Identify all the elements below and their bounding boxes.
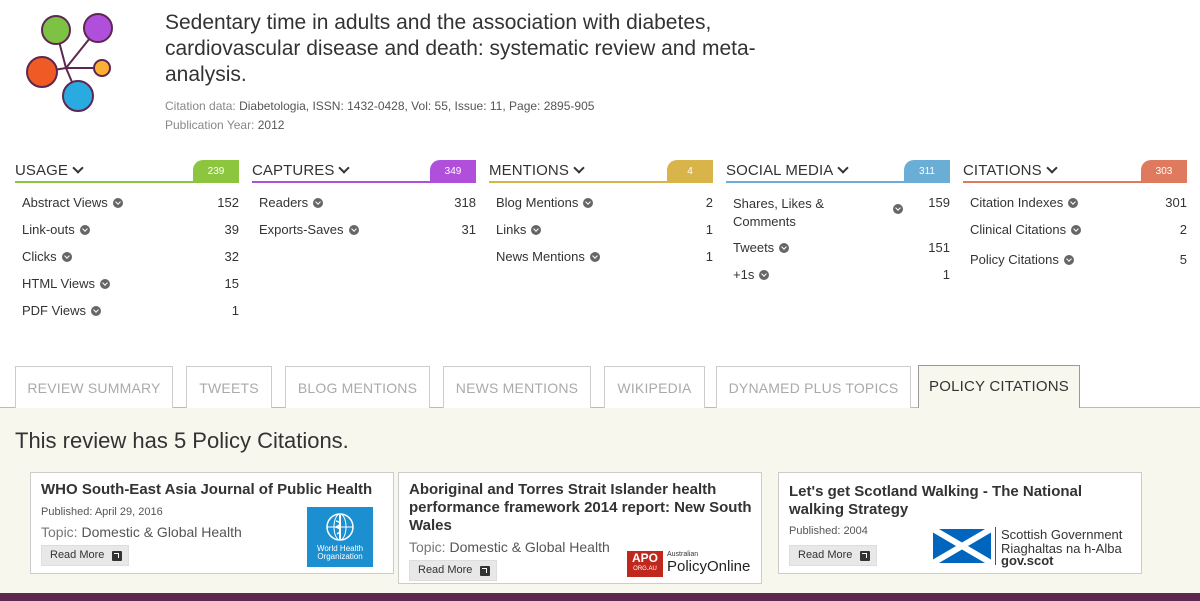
article-title: Sedentary time in adults and the associa… — [165, 11, 756, 86]
metric-row: HTML Views 15 — [22, 276, 239, 291]
info-icon[interactable] — [348, 225, 359, 235]
metric-column-social-media: SOCIAL MEDIA 311 Shares, Likes & Comment… — [726, 160, 950, 290]
metric-name: SOCIAL MEDIA — [726, 162, 834, 179]
policy-citations-panel: This review has 5 Policy Citations. WHO … — [0, 408, 1200, 593]
info-icon[interactable] — [1071, 225, 1082, 235]
policy-title[interactable]: Aboriginal and Torres Strait Islander he… — [409, 481, 752, 534]
metric-row: News Mentions 1 — [496, 249, 713, 264]
policy-topic: Topic: Domestic & Global Health — [409, 539, 610, 555]
metrics-summary: USAGE 239 Abstract Views 152 Link-outs 39 … — [15, 160, 1187, 320]
info-icon[interactable] — [1063, 255, 1074, 265]
metric-row: Blog Mentions 2 — [496, 195, 713, 210]
metric-total-badge: 4 — [667, 160, 713, 183]
metric-column-mentions: MENTIONS 4 Blog Mentions 2 Links 1 News Me… — [489, 160, 713, 272]
metric-name: CITATIONS — [963, 162, 1042, 179]
external-link-icon — [480, 566, 491, 576]
tab-wikipedia[interactable]: WIKIPEDIA — [604, 366, 705, 408]
metric-row: Policy Citations 5 — [970, 252, 1187, 267]
metric-name: USAGE — [15, 162, 69, 179]
policy-topic: Topic: Domestic & Global Health — [41, 524, 242, 540]
metric-total-badge: 239 — [193, 160, 239, 183]
metric-total-badge: 311 — [904, 160, 950, 183]
metric-name: MENTIONS — [489, 162, 569, 179]
saltire-flag-icon — [933, 529, 991, 563]
metric-row: PDF Views 1 — [22, 303, 239, 318]
info-icon[interactable] — [61, 252, 72, 262]
published-date: Published: April 29, 2016 — [41, 506, 163, 518]
published-date: Published: 2004 — [789, 525, 868, 537]
info-icon[interactable] — [779, 243, 790, 253]
info-icon[interactable] — [759, 270, 770, 280]
metric-row: Citation Indexes 301 — [970, 195, 1187, 210]
info-icon[interactable] — [91, 306, 102, 316]
chevron-down-icon — [338, 162, 351, 174]
apo-logo: APO ORG.AU Australian PolicyOnline — [627, 551, 755, 579]
who-emblem-icon — [326, 513, 354, 541]
tab-blog-mentions[interactable]: BLOG MENTIONS — [285, 366, 430, 408]
info-icon[interactable] — [893, 204, 903, 214]
who-logo: World Health Organization — [307, 507, 373, 567]
plumx-logo — [26, 13, 113, 112]
panel-heading: This review has 5 Policy Citations. — [15, 428, 349, 453]
metric-column-usage: USAGE 239 Abstract Views 152 Link-outs 39 … — [15, 160, 239, 326]
chevron-down-icon — [1046, 162, 1058, 174]
tab-review-summary[interactable]: REVIEW SUMMARY — [15, 366, 173, 408]
info-icon[interactable] — [1068, 198, 1079, 208]
info-icon[interactable] — [531, 225, 542, 235]
metric-total-badge: 349 — [430, 160, 476, 183]
chevron-down-icon — [573, 162, 585, 174]
chevron-down-icon — [837, 162, 850, 174]
metric-row: Tweets 151 — [733, 240, 950, 255]
read-more-button[interactable]: Read More — [41, 545, 130, 566]
info-icon[interactable] — [313, 198, 324, 208]
publication-year: Publication Year: 2012 — [165, 118, 285, 132]
tab-tweets[interactable]: TWEETS — [186, 366, 272, 408]
metric-header-usage[interactable]: USAGE 239 — [15, 160, 239, 183]
metric-row: Shares, Likes & Comments 159 — [733, 195, 950, 229]
metric-header-citations[interactable]: CITATIONS 303 — [963, 160, 1187, 183]
info-icon[interactable] — [583, 198, 594, 208]
metric-column-captures: CAPTURES 349 Readers 318 Exports-Saves 31 — [252, 160, 476, 245]
metric-header-social-media[interactable]: SOCIAL MEDIA 311 — [726, 160, 950, 183]
footer-bar — [0, 593, 1200, 601]
policy-title[interactable]: WHO South-East Asia Journal of Public He… — [41, 481, 373, 498]
scottish-government-logo: Scottish Government Riaghaltas na h-Alba… — [933, 525, 1133, 568]
policy-card: Aboriginal and Torres Strait Islander he… — [398, 472, 762, 584]
metric-row: Readers 318 — [259, 195, 476, 210]
policy-card: Let's get Scotland Walking - The Nationa… — [778, 472, 1142, 574]
metric-column-citations: CITATIONS 303 Citation Indexes 301 Clinic… — [963, 160, 1187, 275]
info-icon[interactable] — [589, 252, 600, 262]
detail-tabs: REVIEW SUMMARY TWEETS BLOG MENTIONS NEWS… — [0, 365, 1200, 409]
chevron-down-icon — [72, 162, 84, 174]
policy-title[interactable]: Let's get Scotland Walking - The Nationa… — [789, 483, 1083, 518]
external-link-icon — [112, 551, 123, 561]
info-icon[interactable] — [99, 279, 110, 289]
info-icon[interactable] — [79, 225, 90, 235]
metric-row: Clinical Citations 2 — [970, 222, 1187, 237]
read-more-button[interactable]: Read More — [409, 560, 498, 581]
metric-name: CAPTURES — [252, 162, 335, 179]
metric-row: Link-outs 39 — [22, 222, 239, 237]
metric-row: Exports-Saves 31 — [259, 222, 476, 237]
metric-row: Abstract Views 152 — [22, 195, 239, 210]
read-more-button[interactable]: Read More — [789, 545, 878, 566]
citation-data: Citation data: Diabetologia, ISSN: 1432-… — [165, 99, 595, 113]
metric-row: Clicks 32 — [22, 249, 239, 264]
metric-row: +1s 1 — [733, 267, 950, 282]
tab-dynamed-plus-topics[interactable]: DYNAMED PLUS TOPICS — [716, 366, 911, 408]
tab-policy-citations[interactable]: POLICY CITATIONS — [918, 365, 1080, 409]
policy-card: WHO South-East Asia Journal of Public He… — [30, 472, 394, 574]
metric-row: Links 1 — [496, 222, 713, 237]
metric-header-mentions[interactable]: MENTIONS 4 — [489, 160, 713, 183]
info-icon[interactable] — [112, 198, 123, 208]
metric-total-badge: 303 — [1141, 160, 1187, 183]
metric-header-captures[interactable]: CAPTURES 349 — [252, 160, 476, 183]
tab-news-mentions[interactable]: NEWS MENTIONS — [443, 366, 591, 408]
external-link-icon — [860, 551, 871, 561]
